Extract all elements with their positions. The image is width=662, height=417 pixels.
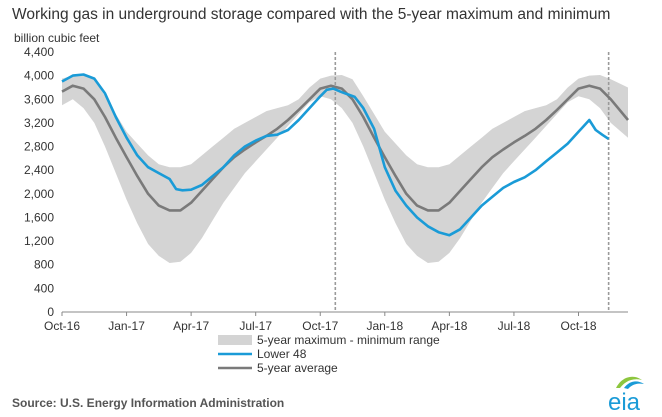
- y-tick-label: 0: [47, 305, 54, 319]
- x-tick-label: Jan-17: [108, 319, 145, 333]
- y-axis-ticks: 0 400 800 1,200 1,600 2,000 2,400 2,800 3,200 3,6…: [24, 45, 54, 319]
- y-tick-label: 2,400: [24, 163, 54, 177]
- y-tick-label: 800: [34, 258, 54, 272]
- legend-label: 5-year average: [257, 361, 338, 375]
- y-tick-label: 3,200: [24, 116, 54, 130]
- x-tick-label: Jul-18: [498, 319, 531, 333]
- y-tick-label: 400: [34, 281, 54, 295]
- y-tick-label: 2,800: [24, 140, 54, 154]
- x-tick-label: Oct-17: [302, 319, 338, 333]
- legend-label: Lower 48: [257, 347, 307, 361]
- range-band: [62, 75, 628, 263]
- x-tick-label: Oct-18: [560, 319, 596, 333]
- y-tick-label: 3,600: [24, 92, 54, 106]
- average-line: [61, 84, 629, 212]
- legend-swatch-range: [218, 335, 252, 345]
- x-tick-label: Apr-18: [431, 319, 467, 333]
- logo-swoosh-green: [616, 376, 642, 388]
- x-tick-label: Oct-16: [44, 319, 80, 333]
- source-note: Source: U.S. Energy Information Administ…: [12, 396, 285, 410]
- eia-logo: eia: [608, 376, 644, 414]
- x-tick-label: Apr-17: [173, 319, 209, 333]
- legend-label: 5-year maximum - minimum range: [257, 333, 440, 347]
- chart-title: Working gas in underground storage compa…: [12, 6, 611, 23]
- logo-swoosh-blue: [624, 381, 644, 389]
- y-axis-label: billion cubic feet: [14, 31, 100, 45]
- x-tick-label: Jul-17: [239, 319, 272, 333]
- plot-area: [61, 52, 629, 313]
- y-tick-label: 1,600: [24, 210, 54, 224]
- x-axis-ticks: Oct-16 Jan-17 Apr-17 Jul-17 Oct-17 Jan-18 Apr-…: [44, 312, 597, 333]
- y-tick-label: 1,200: [24, 234, 54, 248]
- y-tick-label: 2,000: [24, 187, 54, 201]
- lower48-line: [61, 73, 610, 237]
- y-tick-label: 4,000: [24, 69, 54, 83]
- logo-text: eia: [608, 389, 641, 414]
- x-tick-label: Jan-18: [366, 319, 403, 333]
- y-tick-label: 4,400: [24, 45, 54, 59]
